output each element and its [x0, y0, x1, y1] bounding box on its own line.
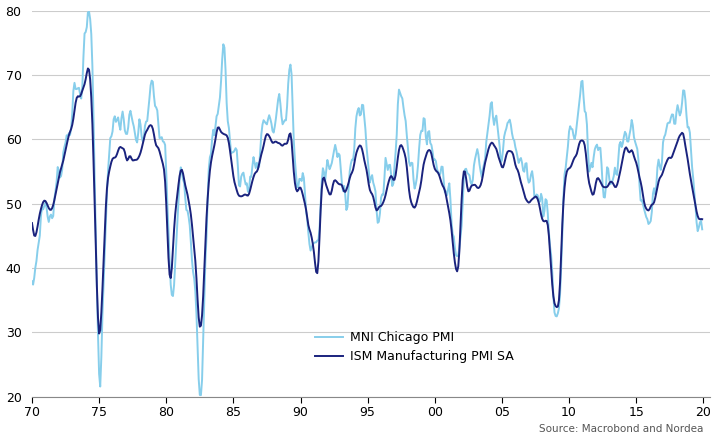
- ISM Manufacturing PMI SA: [83, 66, 92, 71]
- ISM Manufacturing PMI SA: [149, 126, 157, 131]
- ISM Manufacturing PMI SA: [477, 179, 486, 184]
- ISM Manufacturing PMI SA: [333, 180, 342, 185]
- ISM Manufacturing PMI SA: [202, 215, 211, 220]
- MNI Chicago PMI: [698, 227, 707, 232]
- ISM Manufacturing PMI SA: [698, 216, 707, 222]
- MNI Chicago PMI: [333, 155, 342, 160]
- MNI Chicago PMI: [477, 174, 486, 180]
- ISM Manufacturing PMI SA: [425, 147, 434, 152]
- MNI Chicago PMI: [202, 234, 211, 239]
- Line: ISM Manufacturing PMI SA: ISM Manufacturing PMI SA: [32, 68, 702, 334]
- ISM Manufacturing PMI SA: [28, 220, 37, 226]
- Line: MNI Chicago PMI: MNI Chicago PMI: [32, 12, 702, 395]
- ISM Manufacturing PMI SA: [534, 200, 543, 205]
- ISM Manufacturing PMI SA: [95, 331, 103, 336]
- MNI Chicago PMI: [147, 78, 156, 83]
- MNI Chicago PMI: [534, 198, 543, 204]
- MNI Chicago PMI: [425, 128, 434, 134]
- Legend: MNI Chicago PMI, ISM Manufacturing PMI SA: MNI Chicago PMI, ISM Manufacturing PMI S…: [315, 331, 514, 363]
- MNI Chicago PMI: [197, 392, 205, 398]
- Text: Source: Macrobond and Nordea: Source: Macrobond and Nordea: [539, 424, 704, 434]
- MNI Chicago PMI: [28, 279, 37, 284]
- MNI Chicago PMI: [85, 9, 93, 14]
